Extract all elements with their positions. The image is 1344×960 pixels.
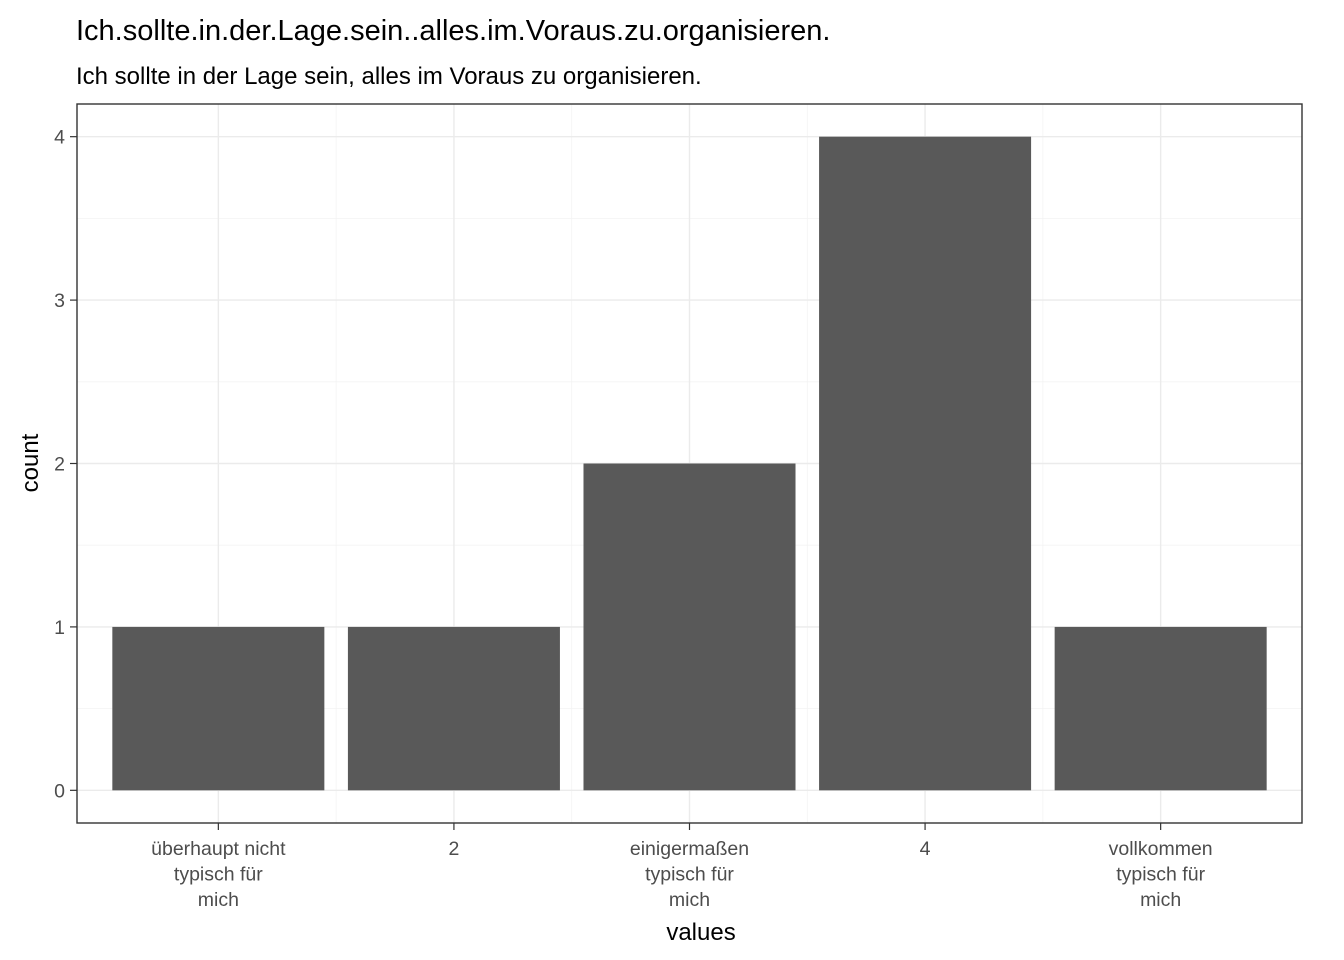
y-tick-label: 4 [54, 127, 65, 149]
x-tick-label-line: 4 [920, 838, 931, 860]
x-tick-label-line: typisch für [645, 864, 734, 886]
x-tick-label-line: 2 [448, 838, 459, 860]
x-axis-title: values [666, 919, 735, 946]
y-tick-label: 0 [54, 780, 65, 802]
bar [583, 463, 796, 791]
x-tick-label-line: typisch für [174, 864, 263, 886]
x-tick-label: einigermaßen typisch für mich [630, 838, 749, 911]
chart-title: Ich.sollte.in.der.Lage.sein..alles.im.Vo… [76, 15, 830, 47]
x-tick-label-line: typisch für [1116, 864, 1205, 886]
bar [1054, 626, 1267, 791]
x-tick-label-line: mich [669, 889, 710, 911]
x-tick-label-line: mich [198, 889, 239, 911]
x-tick-label: 4 [920, 838, 931, 860]
y-tick-label: 2 [54, 454, 65, 476]
y-tick-label: 3 [54, 290, 65, 312]
x-tick-label: vollkommen typisch für mich [1109, 838, 1213, 911]
x-tick-label: 2 [448, 838, 459, 860]
x-tick-label-line: vollkommen [1109, 838, 1213, 860]
x-tick-label-line: einigermaßen [630, 838, 749, 860]
chart-subtitle: Ich sollte in der Lage sein, alles im Vo… [76, 63, 702, 90]
axis-layer: 0 1 2 3 4 überhaupt nicht typisch für mich 2 eini… [54, 127, 1213, 911]
x-tick-label-line: mich [1140, 889, 1181, 911]
x-tick-label: überhaupt nicht typisch für mich [151, 838, 286, 911]
bar [347, 626, 560, 791]
x-tick-label-line: überhaupt nicht [151, 838, 286, 860]
y-tick-label: 1 [54, 617, 65, 639]
bar [112, 626, 325, 791]
bar-layer [112, 136, 1267, 791]
bar [819, 136, 1032, 791]
y-axis-title: count [17, 433, 44, 492]
